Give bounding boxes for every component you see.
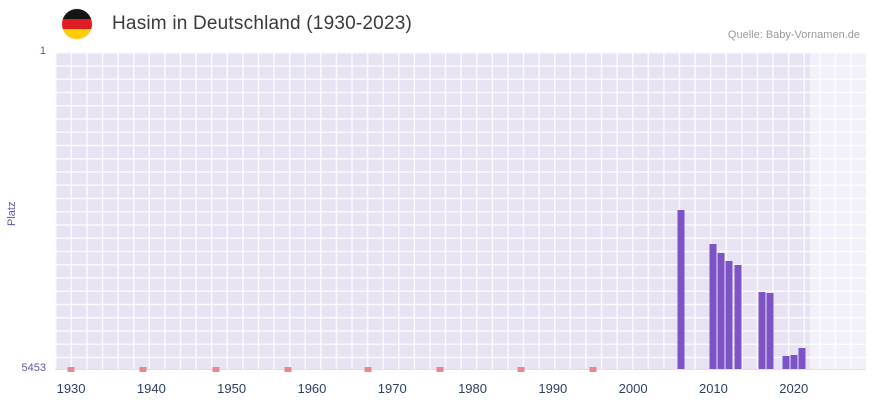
unranked-marker-1976 — [436, 367, 444, 372]
rank-bar-2019 — [782, 356, 790, 369]
unranked-marker-1957 — [284, 367, 292, 372]
rank-bar-2012 — [725, 261, 733, 369]
x-tick-1960: 1960 — [297, 381, 327, 396]
unranked-marker-1930 — [67, 367, 75, 372]
y-tick-best-rank: 1 — [39, 45, 46, 57]
rank-bar-2021 — [798, 347, 806, 369]
x-tick-1950: 1950 — [217, 381, 247, 396]
rank-bar-2010 — [709, 244, 717, 369]
unranked-marker-1939 — [139, 367, 147, 372]
chart-title: Hasim in Deutschland (1930-2023) — [112, 13, 412, 34]
x-tick-2000: 2000 — [618, 381, 648, 396]
flag-stripe-black — [62, 9, 92, 19]
unranked-marker-1948 — [212, 367, 220, 372]
unranked-marker-1986 — [517, 367, 525, 372]
y-tick-worst-rank: 5453 — [21, 362, 46, 374]
unranked-marker-1967 — [364, 367, 372, 372]
rank-bar-2013 — [734, 265, 742, 369]
x-tick-2010: 2010 — [698, 381, 728, 396]
x-tick-1990: 1990 — [538, 381, 568, 396]
plot-area — [55, 52, 866, 372]
x-tick-1930: 1930 — [56, 381, 86, 396]
y-axis-title: Platz — [6, 201, 18, 226]
x-tick-1970: 1970 — [377, 381, 407, 396]
unranked-marker-1995 — [589, 367, 597, 372]
rank-bar-2016 — [758, 291, 766, 369]
x-axis-ticks: 1930 1940 1950 1960 1970 1980 1990 2000 2010 2020 — [55, 381, 866, 399]
rank-bar-2011 — [717, 253, 725, 369]
rank-bar-2006 — [677, 209, 685, 369]
rank-bar-2020 — [790, 354, 798, 369]
rank-bar-2017 — [766, 292, 774, 369]
flag-stripe-red — [62, 19, 92, 29]
x-tick-1940: 1940 — [136, 381, 166, 396]
recent-years-band — [809, 52, 866, 369]
x-tick-2020: 2020 — [779, 381, 809, 396]
x-tick-1980: 1980 — [458, 381, 487, 396]
source-label: Quelle: Baby-Vornamen.de — [727, 29, 860, 41]
germany-flag-icon — [62, 9, 92, 39]
flag-stripe-gold — [62, 29, 92, 39]
